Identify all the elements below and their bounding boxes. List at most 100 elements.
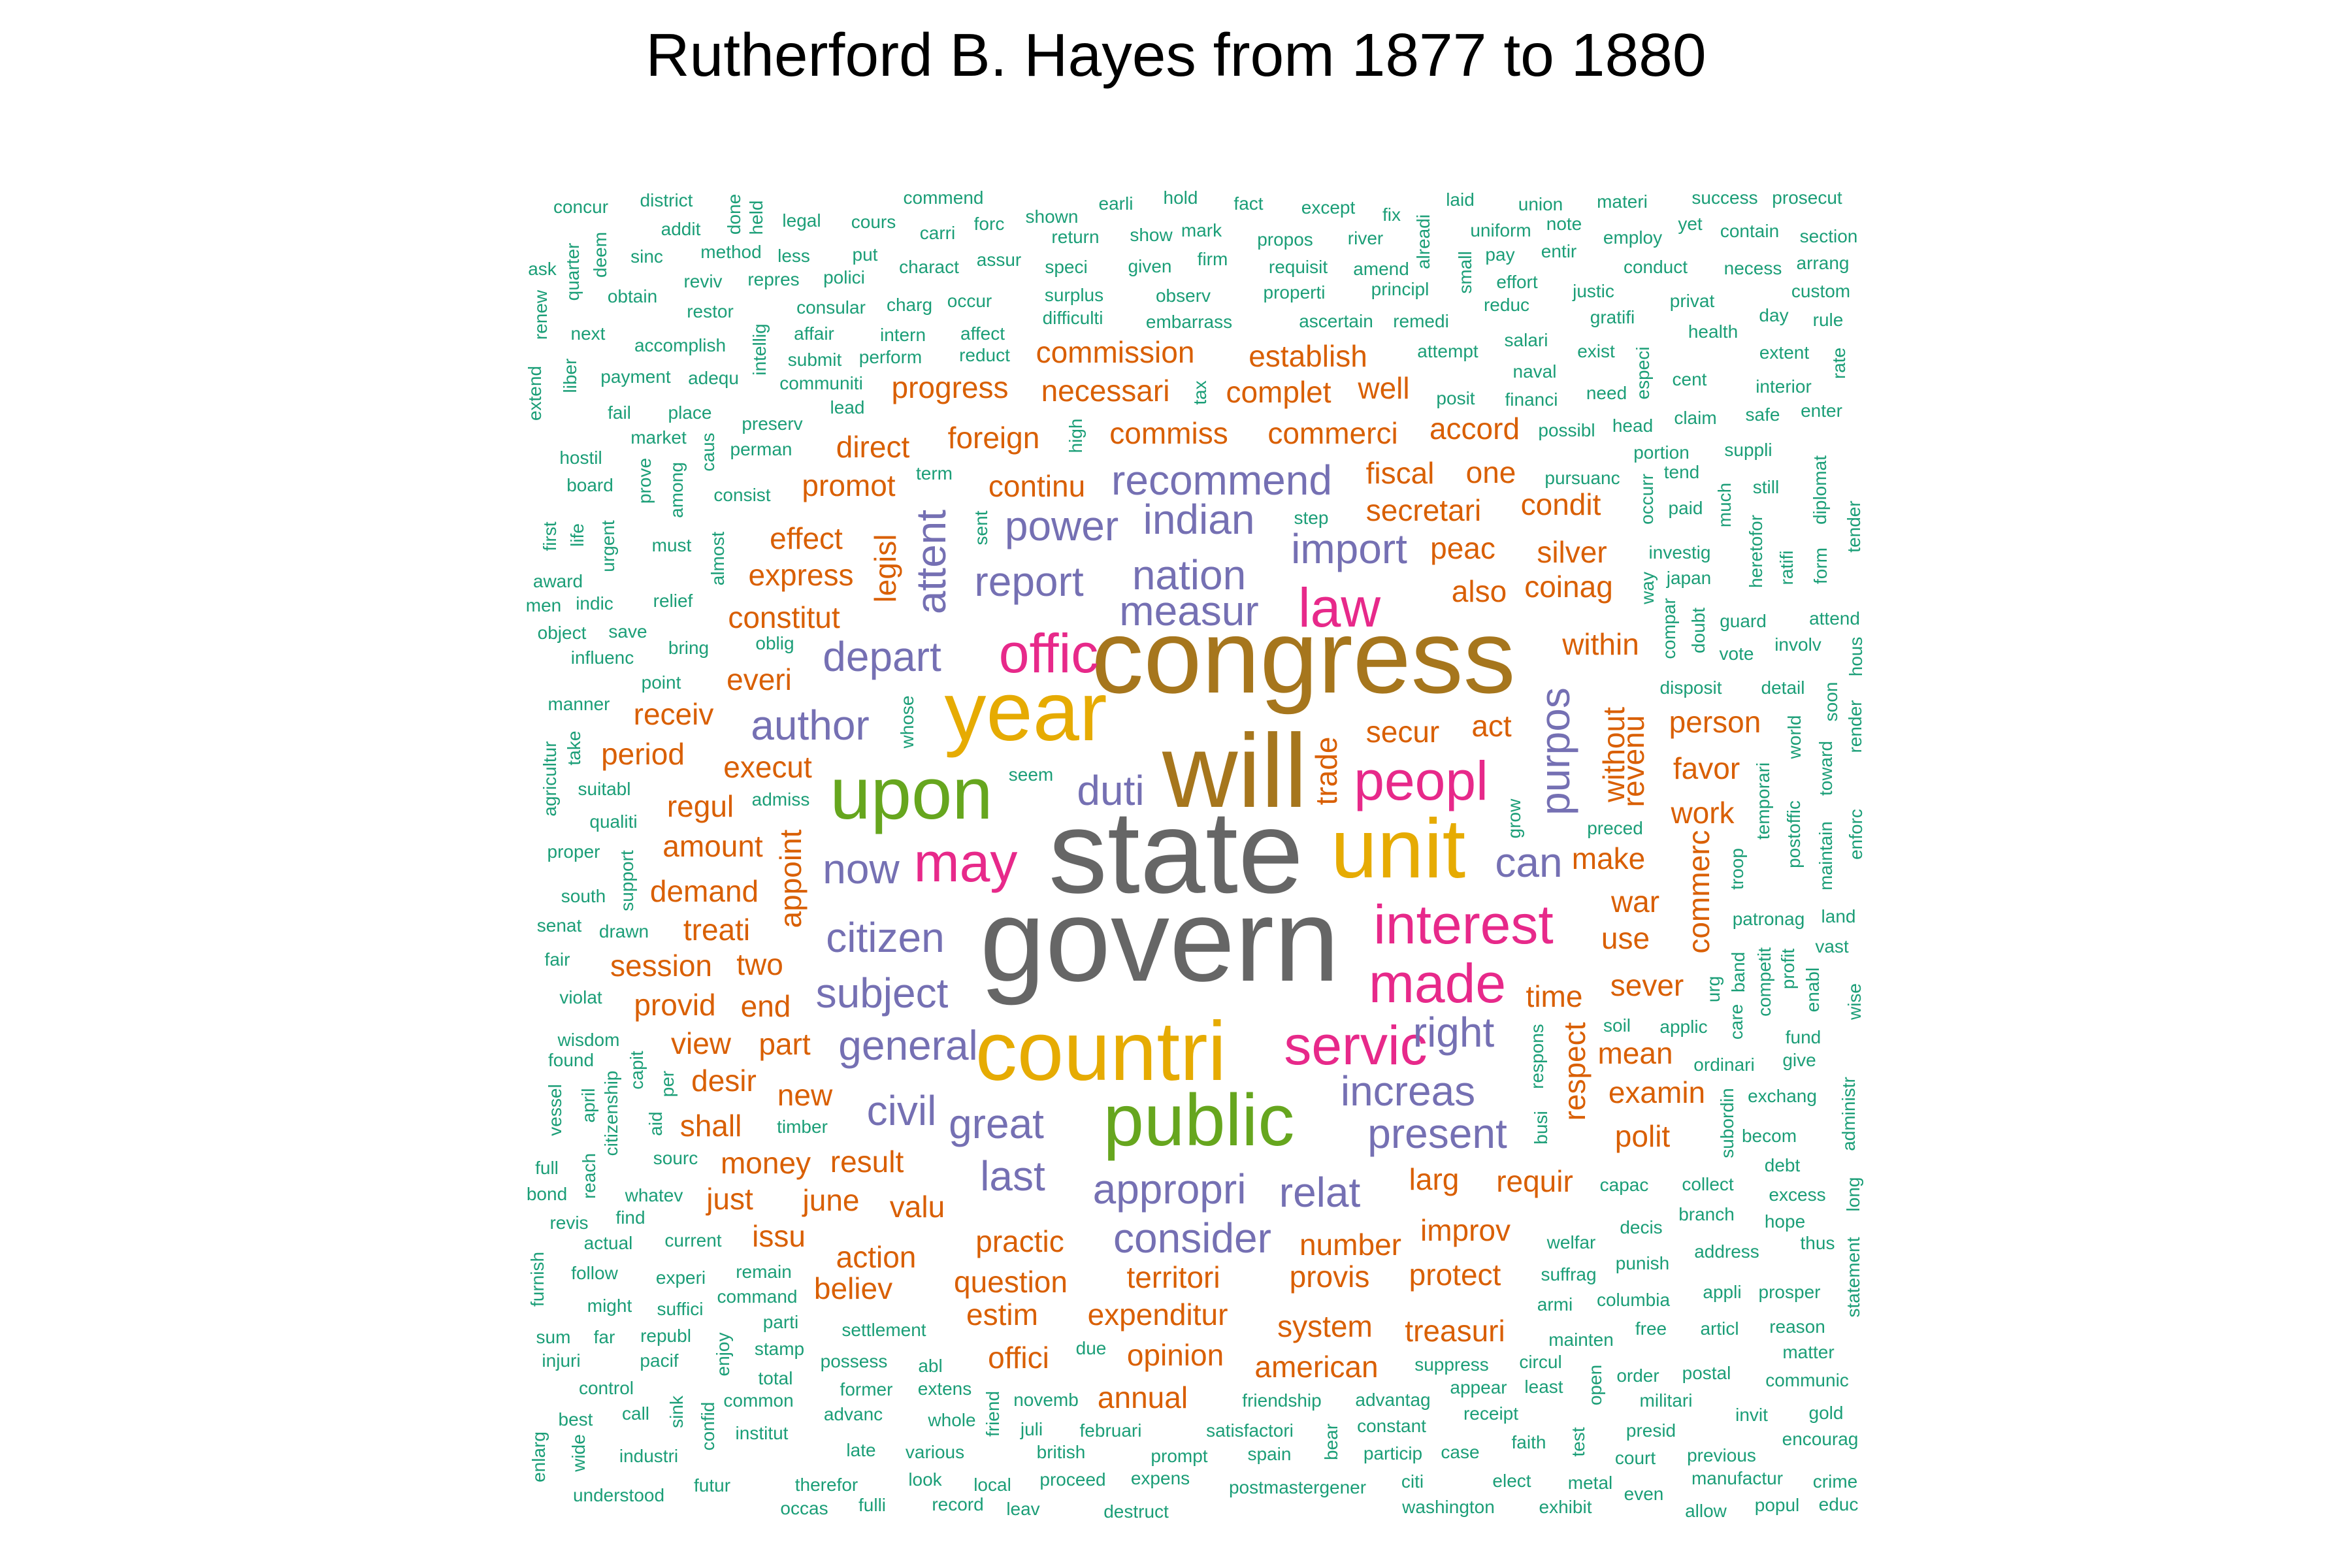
word-local: local [973, 1475, 1011, 1495]
word-prompt: prompt [1151, 1446, 1208, 1466]
word-exchang: exchang [1748, 1086, 1817, 1106]
word-experi: experi [655, 1267, 706, 1288]
word-sever: sever [1610, 968, 1684, 1002]
word-least: least [1524, 1377, 1563, 1397]
word-unit: unit [1330, 802, 1466, 896]
word-maintain: maintain [1816, 821, 1836, 890]
word-japan: japan [1666, 568, 1712, 588]
word-peac: peac [1430, 531, 1495, 565]
word-addit: addit [661, 219, 701, 239]
word-market: market [630, 427, 687, 448]
word-current: current [664, 1230, 722, 1250]
word-silver: silver [1537, 535, 1607, 569]
word-american: american [1254, 1350, 1379, 1384]
word-small: small [1455, 251, 1475, 294]
word-februari: februari [1079, 1420, 1142, 1441]
word-might: might [587, 1296, 632, 1316]
word-may: may [913, 832, 1018, 893]
word-will: will [1162, 712, 1308, 829]
word-regul: regul [666, 789, 734, 823]
word-sinc: sinc [630, 246, 663, 267]
word-affect: affect [960, 323, 1005, 344]
word-communiti: communiti [779, 373, 863, 393]
word-whole: whole [928, 1410, 976, 1430]
word-still: still [1752, 477, 1780, 497]
word-remedi: remedi [1393, 311, 1449, 331]
word-form: form [1810, 547, 1831, 584]
word-liber: liber [560, 358, 580, 393]
word-suitabl: suitabl [578, 779, 631, 799]
word-postal: postal [1682, 1363, 1731, 1383]
word-communic: communic [1765, 1370, 1849, 1390]
word-articl: articl [1700, 1318, 1739, 1339]
word-place: place [668, 402, 712, 423]
word-matter: matter [1782, 1342, 1835, 1362]
word-attempt: attempt [1417, 341, 1478, 361]
word-law: law [1298, 577, 1381, 638]
word-provis: provis [1289, 1260, 1370, 1294]
word-show: show [1130, 225, 1173, 245]
word-execut: execut [723, 750, 812, 784]
word-difficulti: difficulti [1042, 308, 1103, 328]
word-present: present [1367, 1110, 1507, 1157]
word-life: life [567, 523, 587, 547]
chart-title: Rutherford B. Hayes from 1877 to 1880 [645, 21, 1707, 89]
word-render: render [1845, 700, 1865, 753]
word-tender: tender [1844, 500, 1864, 553]
word-vast: vast [1815, 936, 1849, 956]
word-view: view [670, 1026, 732, 1060]
word-alreadi: alreadi [1413, 214, 1433, 270]
word-time: time [1526, 979, 1583, 1013]
word-award: award [532, 571, 583, 591]
word-perform: perform [858, 347, 923, 367]
word-amount: amount [662, 829, 763, 863]
word-promot: promot [802, 468, 896, 502]
word-continu: continu [988, 469, 1086, 503]
word-qualiti: qualiti [589, 811, 638, 832]
word-detail: detail [1761, 678, 1805, 698]
word-gratifi: gratifi [1590, 307, 1635, 327]
word-enabl: enabl [1803, 967, 1823, 1013]
word-work: work [1671, 796, 1735, 830]
word-peopl: peopl [1354, 750, 1488, 811]
word-occas: occas [780, 1498, 828, 1518]
word-crime: crime [1812, 1471, 1858, 1492]
word-valu: valu [889, 1190, 945, 1224]
word-court: court [1614, 1448, 1656, 1468]
word-band: band [1728, 951, 1748, 993]
word-tax: tax [1190, 380, 1210, 405]
word-aid: aid [645, 1111, 666, 1136]
word-enter: enter [1801, 400, 1842, 421]
word-institut: institut [735, 1423, 789, 1443]
word-suffici: suffici [657, 1299, 704, 1319]
word-fiscal: fiscal [1365, 456, 1435, 490]
word-legal: legal [782, 210, 821, 231]
word-suffrag: suffrag [1541, 1264, 1597, 1284]
word-report: report [974, 558, 1084, 605]
word-provid: provid [634, 988, 716, 1022]
word-faith: faith [1511, 1432, 1546, 1452]
word-diplomat: diplomat [1810, 455, 1830, 525]
word-part: part [759, 1027, 811, 1061]
word-branch: branch [1678, 1204, 1735, 1224]
word-quarter: quarter [563, 242, 583, 301]
word-right: right [1413, 1009, 1495, 1056]
word-preserv: preserv [742, 414, 803, 434]
word-extens: extens [917, 1379, 972, 1399]
word-militari: militari [1639, 1390, 1693, 1411]
word-possess: possess [820, 1351, 888, 1371]
word-competit: competit [1754, 947, 1774, 1017]
word-proper: proper [547, 841, 600, 862]
word-pursuanc: pursuanc [1544, 468, 1620, 488]
word-cent: cent [1672, 369, 1707, 389]
word-action: action [836, 1240, 917, 1274]
word-bring: bring [668, 638, 710, 658]
word-next: next [570, 323, 606, 344]
word-june: june [802, 1183, 860, 1217]
word-save: save [608, 621, 647, 642]
word-treati: treati [683, 913, 751, 947]
word-suppress: suppress [1414, 1354, 1489, 1375]
word-principl: principl [1371, 279, 1429, 299]
word-pay: pay [1485, 244, 1515, 265]
word-treasuri: treasuri [1405, 1314, 1505, 1348]
